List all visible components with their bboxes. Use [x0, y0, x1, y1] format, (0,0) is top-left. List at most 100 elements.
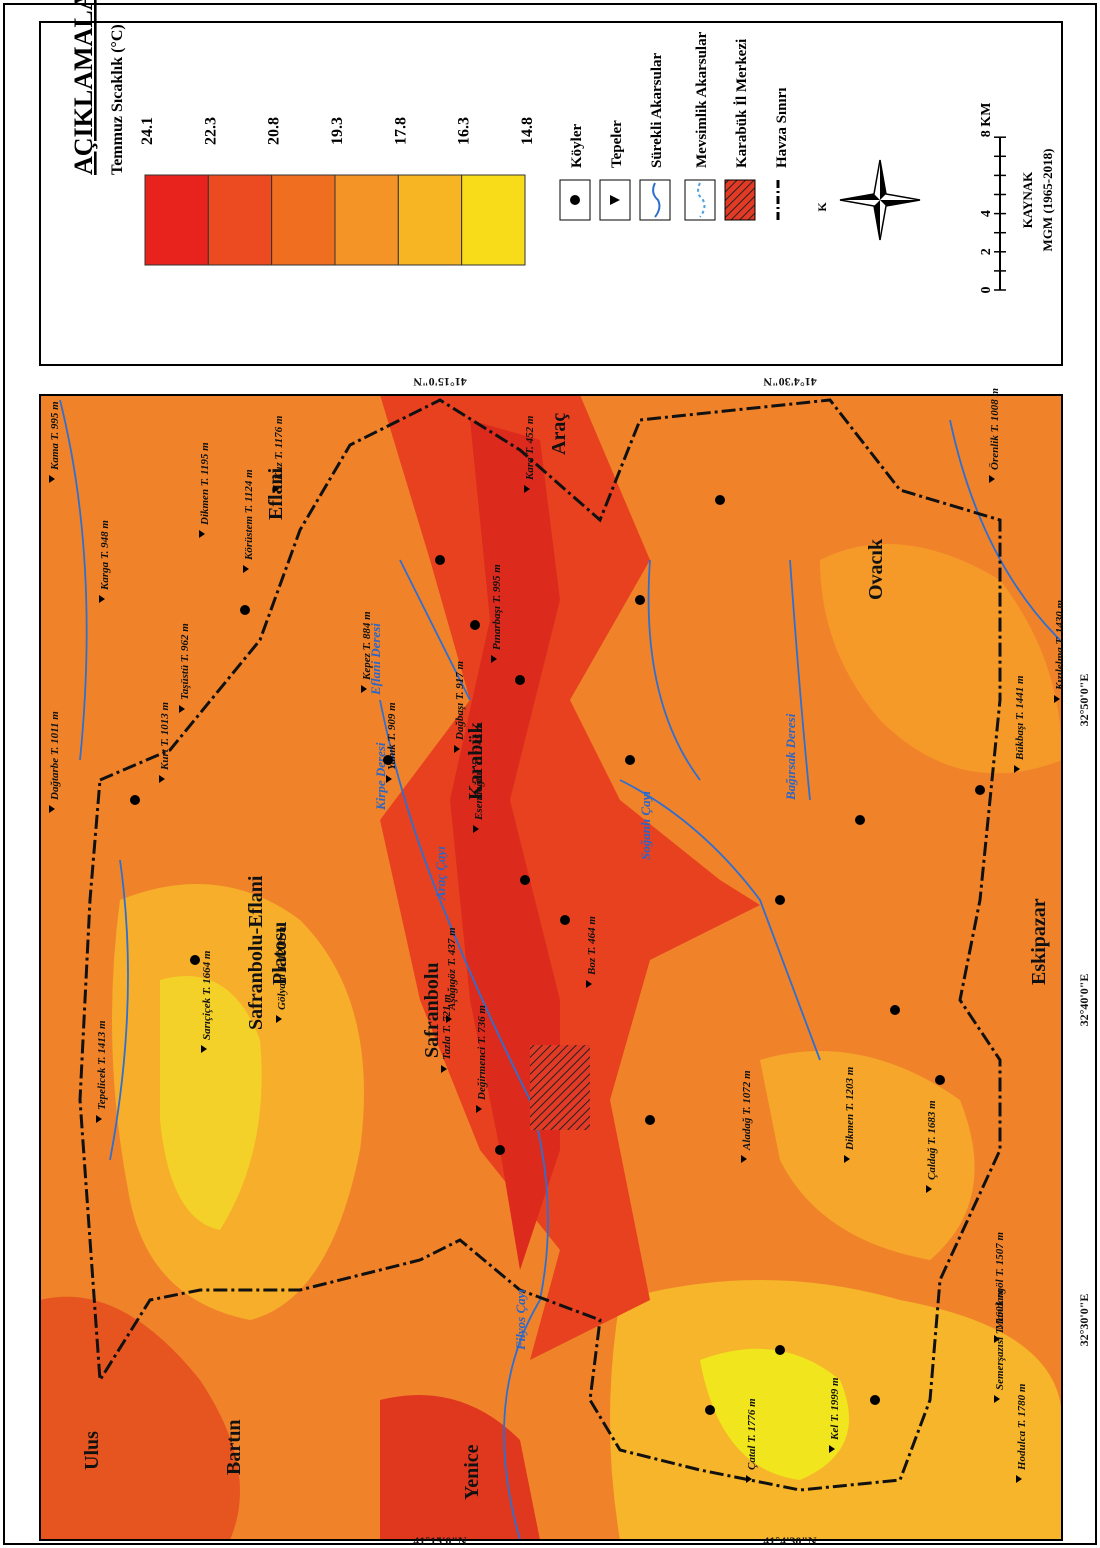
village-marker: [383, 755, 393, 765]
terrain-high: [160, 976, 262, 1230]
legend-subtitle: Temmuz Sıcaklık (°C): [109, 24, 126, 175]
legend-swatch: [144, 174, 209, 266]
peak-marker: [989, 475, 995, 483]
peak-marker: [454, 745, 460, 753]
peak-marker: [276, 1015, 282, 1023]
legend-symbol-label: Mevsimlik Akarsular: [694, 31, 710, 168]
peak-marker: [473, 825, 479, 833]
peak-marker: [441, 1065, 447, 1073]
peak-marker: [179, 705, 185, 713]
peak-marker: [361, 685, 367, 693]
map-body: [40, 395, 1062, 1540]
peak-marker: [96, 1115, 102, 1123]
peak-marker: [746, 1475, 752, 1483]
peak-marker: [994, 1335, 1000, 1343]
legend-value: 16.3: [456, 117, 473, 145]
peak-marker: [844, 1155, 850, 1163]
longitude-label: 32°50'0"E: [1077, 674, 1091, 727]
peak-marker: [524, 485, 530, 493]
peak-marker: [1054, 695, 1060, 703]
peak-label: Kama T. 995 m: [49, 401, 61, 471]
peak-marker: [586, 980, 592, 988]
peak-label: Dağbaşı T. 917 m: [454, 661, 466, 741]
peak-label: Taşüstü T. 962 m: [179, 623, 191, 700]
place-label: Araç: [548, 413, 570, 455]
peak-marker: [49, 475, 55, 483]
legend-value: 14.8: [519, 117, 536, 145]
peak-label: Kuz T. 1176 m: [273, 415, 285, 481]
peak-marker: [386, 775, 392, 783]
terrain-low: [380, 1395, 540, 1540]
symbol-box: [684, 179, 716, 221]
village-marker: [240, 605, 250, 615]
legend-symbol-label: Sürekli Akarsular: [649, 52, 665, 168]
legend-title: AÇIKLAMALAR: [69, 0, 98, 175]
peak-marker: [1014, 765, 1020, 773]
village-marker: [560, 915, 570, 925]
legend-symbol-label: Tepeler: [609, 120, 625, 168]
terrain-high: [700, 1348, 849, 1480]
peak-marker: [926, 1185, 932, 1193]
legend-swatch: [461, 174, 526, 266]
village-marker: [775, 1345, 785, 1355]
peak-marker: [829, 1445, 835, 1453]
peak-marker: [994, 1395, 1000, 1403]
peak-marker: [741, 1155, 747, 1163]
latitude-label: 41°4'30"N: [763, 1534, 817, 1548]
latitude-label: 41°15'0"N: [413, 1534, 467, 1548]
legend-value: 22.3: [202, 117, 219, 145]
terrain-low: [40, 1296, 240, 1540]
symbol-center: [724, 179, 756, 221]
peak-label: Körüstem T. 1124 m: [243, 469, 255, 561]
legend-symbol-label: Havza Sınırı: [774, 88, 790, 168]
peak-marker: [243, 565, 249, 573]
scale-label: 4: [979, 210, 994, 217]
river-label: Filyos Çayı: [513, 1289, 528, 1351]
peak-label: Gölyanı T. 1206 m: [276, 926, 288, 1010]
symbol-river: [652, 182, 661, 218]
peak-marker: [199, 530, 205, 538]
place-label: Ulus: [81, 1431, 103, 1470]
peak-label: Dağtarbe T. 1011 m: [49, 711, 61, 801]
north-label: K: [815, 202, 829, 212]
peak-label: Dikmen T. 1203 m: [844, 1066, 856, 1151]
village-marker: [190, 955, 200, 965]
peak-label: Hodulca T. 1780 m: [1016, 1383, 1028, 1471]
peak-label: Aladağ T. 1072 m: [741, 1070, 753, 1151]
peak-label: Boz T. 464 m: [586, 916, 598, 976]
place-label: Karabük: [465, 721, 487, 800]
latitude-label: 41°4'30"N: [763, 375, 817, 389]
village-marker: [435, 555, 445, 565]
river-label: Bağırsak Deresi: [783, 713, 798, 801]
symbol-box: [559, 179, 591, 221]
river-label: Araç Çayı: [433, 846, 448, 901]
village-marker: [635, 595, 645, 605]
peak-label: Mandargöl T. 1507 m: [994, 1232, 1006, 1331]
peak-label: Semerşazısı T. 1601 m: [994, 1289, 1006, 1390]
river-label: Eflani Deresi: [368, 623, 383, 696]
legend-value: 20.8: [266, 117, 283, 145]
place-label: Yenice: [461, 1444, 483, 1500]
village-marker: [705, 1405, 715, 1415]
longitude-label: 32°30'0"E: [1077, 1294, 1091, 1347]
village-marker: [130, 795, 140, 805]
latitude-label: 41°15'0"N: [413, 375, 467, 389]
place-label: Bartın: [223, 1419, 245, 1475]
peak-label: Kızılelma T. 1430 m: [1054, 600, 1066, 691]
symbol-box: [599, 179, 631, 221]
peak-label: Karga T. 948 m: [99, 520, 111, 591]
peak-label: Çaldağ T. 1683 m: [926, 1100, 938, 1180]
village-marker: [625, 755, 635, 765]
peak-label: Esendoğdu T. 1145 m: [473, 722, 485, 821]
legend-value: 19.3: [329, 117, 346, 145]
plateau-label: Platosu: [269, 922, 291, 985]
place-label: Ovacık: [865, 538, 887, 600]
place-label: Safranbolu: [421, 962, 443, 1058]
compass-fill: [840, 160, 920, 240]
village-marker: [775, 895, 785, 905]
peak-marker: [49, 805, 55, 813]
place-label: Eskipazar: [1028, 898, 1050, 985]
village-marker: [935, 1075, 945, 1085]
symbol-seasonal: [697, 182, 706, 218]
village-marker: [975, 785, 985, 795]
